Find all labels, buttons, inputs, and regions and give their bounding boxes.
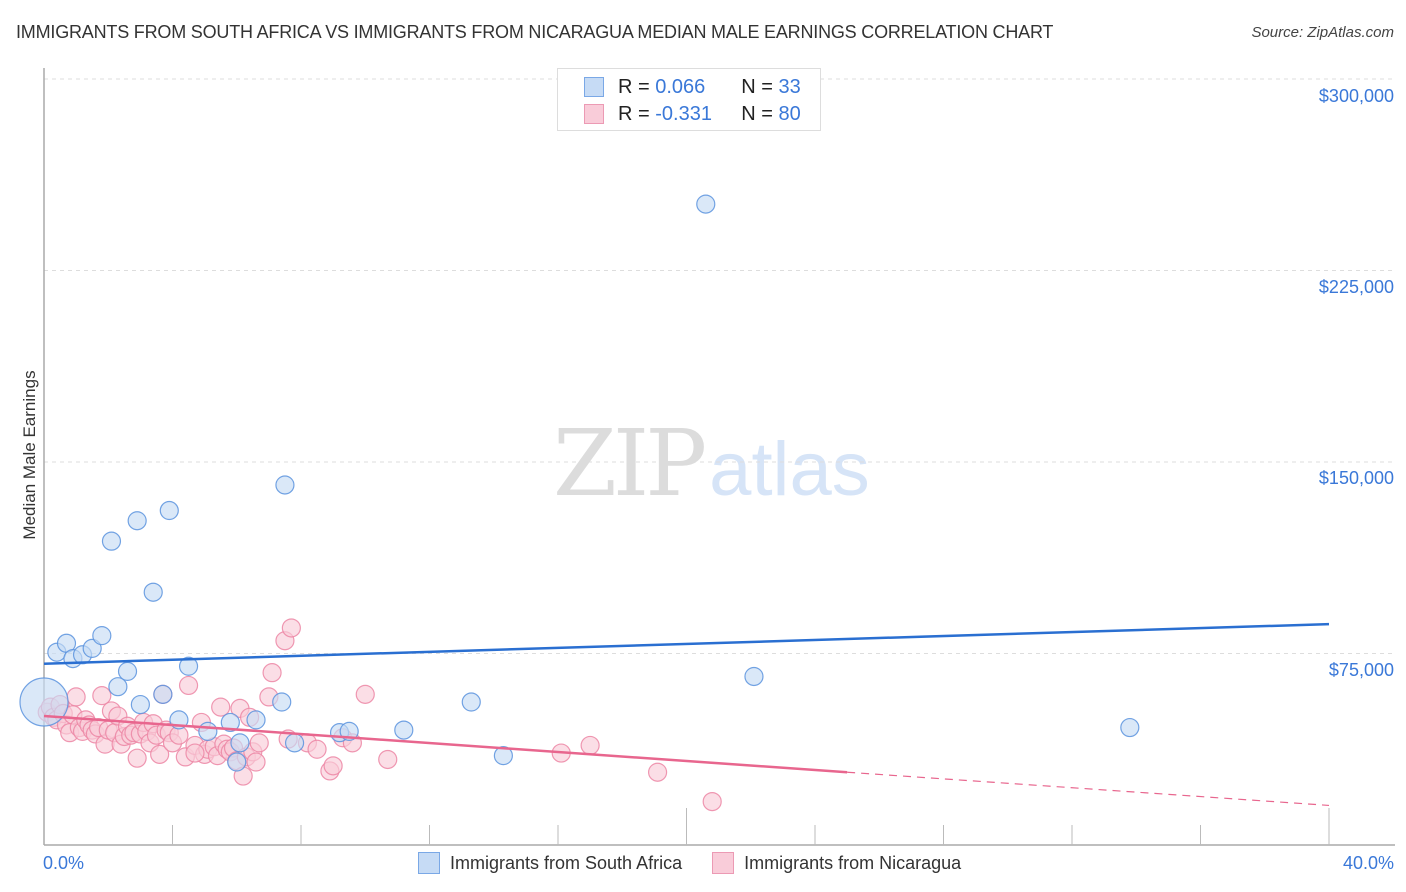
- data-point: [227, 752, 247, 772]
- trend-lines: [43, 622, 1330, 807]
- data-point: [1120, 717, 1140, 738]
- n-label: N =: [741, 102, 773, 125]
- y-tick-225000: $225,000: [1318, 277, 1394, 297]
- r-value: -0.331: [655, 102, 712, 125]
- data-point: [19, 677, 69, 727]
- data-point: [580, 735, 600, 756]
- n-value: 33: [778, 75, 801, 98]
- y-tick-150000: $150,000: [1318, 468, 1394, 488]
- legend-label: Immigrants from South Africa: [450, 852, 683, 873]
- data-point: [211, 697, 231, 717]
- data-point: [246, 752, 266, 772]
- x-tick-40: 40.0%: [1342, 853, 1394, 873]
- legend-row-south-africa: R = 0.066 N = 33: [584, 75, 801, 99]
- data-point: [696, 194, 716, 214]
- data-point: [178, 675, 199, 696]
- data-point: [394, 720, 414, 740]
- series-legend: Immigrants from South Africa Immigrants …: [418, 852, 991, 874]
- data-point: [185, 743, 205, 763]
- data-point: [355, 684, 375, 704]
- data-point: [307, 739, 327, 759]
- source-label: Source: ZipAtlas.com: [1251, 24, 1394, 41]
- legend-swatch-pink: [712, 852, 735, 874]
- data-point: [198, 721, 218, 741]
- data-point: [178, 656, 199, 676]
- data-point: [153, 684, 173, 704]
- trend-line-south-africa: [43, 622, 1330, 665]
- r-label: R =: [618, 102, 650, 125]
- data-point: [230, 733, 250, 753]
- data-point: [127, 748, 147, 768]
- data-point: [117, 661, 138, 681]
- series-south-africa-points: [19, 194, 1140, 772]
- data-point: [92, 626, 112, 646]
- data-point: [92, 686, 112, 706]
- legend-label: Immigrants from Nicaragua: [744, 852, 962, 873]
- data-point: [127, 511, 147, 531]
- data-point: [143, 582, 163, 602]
- n-label: N =: [741, 75, 773, 98]
- y-axis-label: Median Male Earnings: [20, 370, 39, 540]
- series-nicaragua-points: [37, 618, 722, 812]
- legend-swatch-blue: [584, 77, 604, 97]
- n-value: 80: [778, 102, 801, 125]
- data-point: [378, 749, 398, 770]
- data-point: [246, 710, 266, 730]
- data-point: [66, 687, 86, 707]
- r-value: 0.066: [655, 75, 706, 98]
- legend-item-nicaragua[interactable]: Immigrants from Nicaragua: [712, 852, 961, 874]
- trend-line-nicaragua: [43, 714, 848, 774]
- axes: [43, 68, 1395, 846]
- data-point: [272, 692, 292, 712]
- data-point: [159, 500, 179, 521]
- data-point: [647, 762, 668, 782]
- data-point: [281, 618, 301, 638]
- data-point: [101, 531, 122, 551]
- chart-title: IMMIGRANTS FROM SOUTH AFRICA VS IMMIGRAN…: [16, 22, 1054, 42]
- data-point: [82, 638, 102, 658]
- data-point: [461, 692, 481, 712]
- data-point: [744, 666, 764, 687]
- gridlines: [44, 78, 1395, 654]
- data-point: [262, 663, 282, 683]
- data-point: [702, 791, 722, 812]
- y-tick-75000: $75,000: [1328, 660, 1394, 680]
- data-point: [493, 746, 513, 766]
- trend-line-nicaragua-extrapolated: [847, 771, 1330, 807]
- r-label: R =: [618, 75, 650, 98]
- data-point: [130, 694, 150, 715]
- data-point: [323, 756, 343, 776]
- legend-item-south-africa[interactable]: Immigrants from South Africa: [418, 852, 682, 874]
- data-point: [150, 744, 170, 764]
- legend-swatch-blue: [418, 852, 440, 874]
- data-point: [284, 733, 305, 753]
- correlation-legend: R = 0.066 N = 33 R = -0.331 N = 80: [557, 68, 821, 131]
- x-tick-0: 0.0%: [43, 853, 85, 873]
- data-point: [108, 677, 128, 697]
- data-point: [275, 475, 295, 495]
- legend-swatch-pink: [584, 104, 604, 124]
- legend-row-nicaragua: R = -0.331 N = 80: [584, 102, 801, 126]
- y-tick-300000: $300,000: [1318, 86, 1394, 106]
- data-point: [249, 733, 269, 753]
- data-point: [220, 712, 240, 733]
